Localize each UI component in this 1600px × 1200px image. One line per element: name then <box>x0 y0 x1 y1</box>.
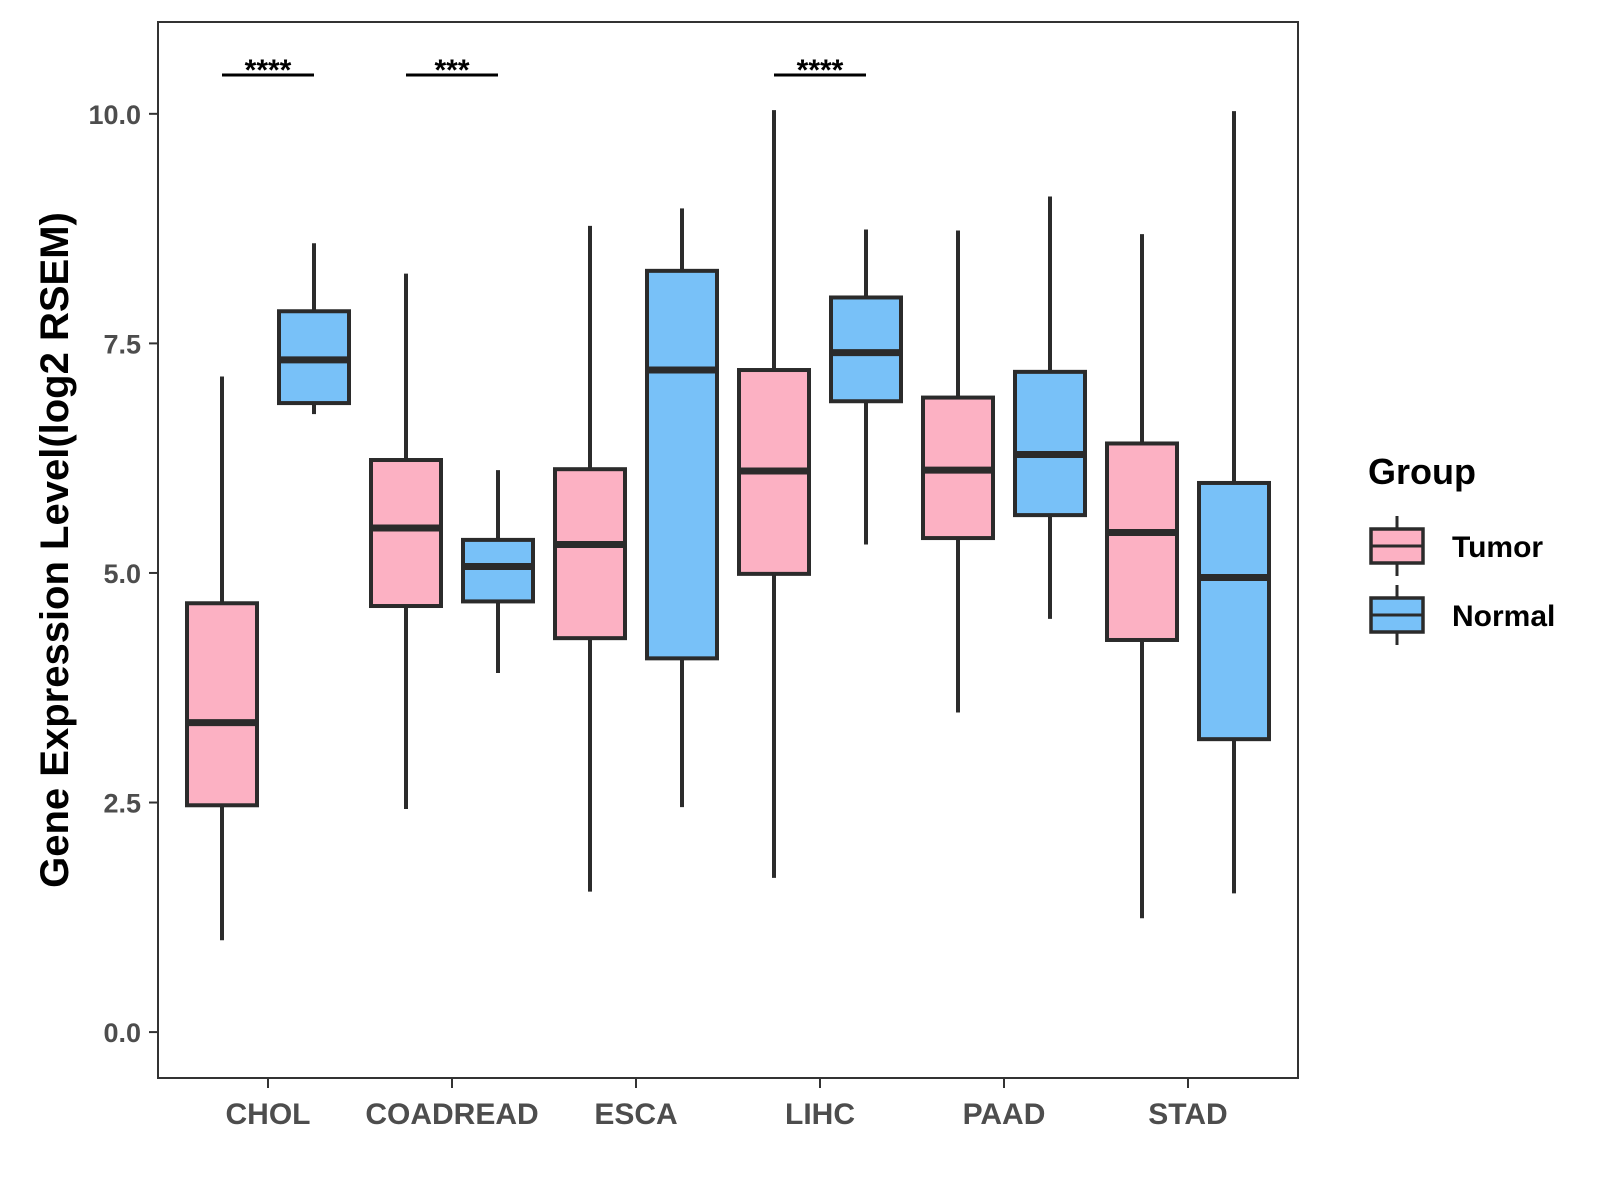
box-normal-chol <box>277 243 351 415</box>
x-tick-label-esca: ESCA <box>594 1098 677 1131</box>
legend-label-normal: Normal <box>1452 600 1555 633</box>
significance-label: **** <box>245 54 292 87</box>
box-tumor-chol <box>185 376 259 941</box>
box-body <box>461 537 535 604</box>
box-tumor-stad <box>1105 234 1179 919</box>
box-normal-stad <box>1197 111 1271 894</box>
box-body <box>1013 369 1087 518</box>
x-tick-label-chol: CHOL <box>226 1098 311 1131</box>
box-body <box>369 458 443 609</box>
legend-key-tumor <box>1369 516 1425 576</box>
box-normal-coadread <box>461 470 535 674</box>
significance-label: **** <box>797 54 844 87</box>
plot-panel-border <box>157 21 1299 1079</box>
box-body <box>185 601 259 808</box>
box-body <box>1197 480 1271 742</box>
y-tick-label: 7.5 <box>103 329 141 359</box>
x-tick-label-lihc: LIHC <box>785 1098 855 1131</box>
box-body <box>553 467 627 641</box>
box-tumor-coadread <box>369 273 443 809</box>
x-tick-label-coadread: COADREAD <box>365 1098 538 1131</box>
box-tumor-paad <box>921 230 995 713</box>
legend-key-normal <box>1369 585 1425 645</box>
y-axis-title: Gene Expression Level(log2 RSEM) <box>33 212 77 888</box>
y-tick-label: 5.0 <box>103 559 141 589</box>
box-normal-esca <box>645 208 719 808</box>
y-tick-label: 2.5 <box>103 789 141 819</box>
box-normal-lihc <box>829 229 903 545</box>
x-tick-label-stad: STAD <box>1148 1098 1227 1131</box>
box-tumor-esca <box>553 225 627 892</box>
box-body <box>645 268 719 661</box>
box-normal-paad <box>1013 196 1087 619</box>
legend-title: Group <box>1368 451 1476 492</box>
box-tumor-lihc <box>737 110 811 878</box>
legend: Group Tumor Normal <box>1368 451 1555 645</box>
significance-label: *** <box>434 54 469 87</box>
x-tick-label-paad: PAAD <box>963 1098 1046 1131</box>
y-tick-label: 0.0 <box>103 1018 141 1048</box>
legend-label-tumor: Tumor <box>1452 531 1543 564</box>
box-body <box>1105 441 1179 642</box>
y-tick-label: 10.0 <box>88 100 141 130</box>
